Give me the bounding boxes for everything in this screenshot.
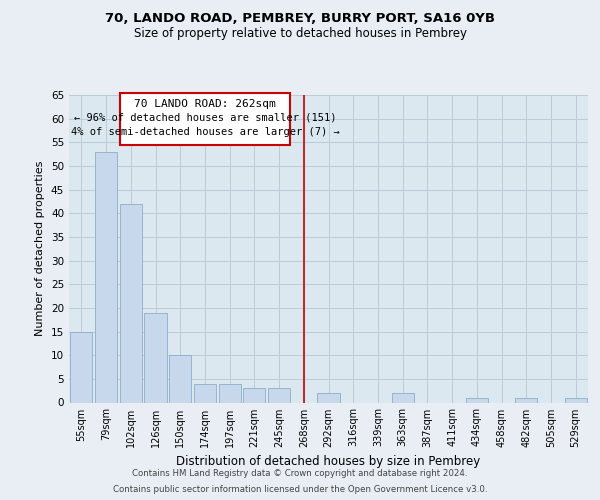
Text: 70, LANDO ROAD, PEMBREY, BURRY PORT, SA16 0YB: 70, LANDO ROAD, PEMBREY, BURRY PORT, SA1… bbox=[105, 12, 495, 26]
Bar bbox=[119, 204, 142, 402]
Bar bbox=[95, 152, 117, 403]
Text: ← 96% of detached houses are smaller (151): ← 96% of detached houses are smaller (15… bbox=[74, 112, 336, 122]
Text: 70 LANDO ROAD: 262sqm: 70 LANDO ROAD: 262sqm bbox=[134, 98, 276, 108]
Text: 4% of semi-detached houses are larger (7) →: 4% of semi-detached houses are larger (7… bbox=[71, 127, 340, 137]
Bar bbox=[317, 393, 340, 402]
Text: Contains HM Land Registry data © Crown copyright and database right 2024.: Contains HM Land Registry data © Crown c… bbox=[132, 470, 468, 478]
Bar bbox=[268, 388, 290, 402]
Bar bbox=[565, 398, 587, 402]
Bar bbox=[243, 388, 265, 402]
Bar bbox=[194, 384, 216, 402]
Bar bbox=[70, 332, 92, 402]
Text: Contains public sector information licensed under the Open Government Licence v3: Contains public sector information licen… bbox=[113, 484, 487, 494]
Bar bbox=[392, 393, 414, 402]
FancyBboxPatch shape bbox=[119, 92, 290, 144]
Bar bbox=[218, 384, 241, 402]
Bar bbox=[515, 398, 538, 402]
Y-axis label: Number of detached properties: Number of detached properties bbox=[35, 161, 46, 336]
Bar bbox=[145, 312, 167, 402]
X-axis label: Distribution of detached houses by size in Pembrey: Distribution of detached houses by size … bbox=[176, 455, 481, 468]
Bar bbox=[466, 398, 488, 402]
Text: Size of property relative to detached houses in Pembrey: Size of property relative to detached ho… bbox=[133, 26, 467, 40]
Bar bbox=[169, 355, 191, 403]
